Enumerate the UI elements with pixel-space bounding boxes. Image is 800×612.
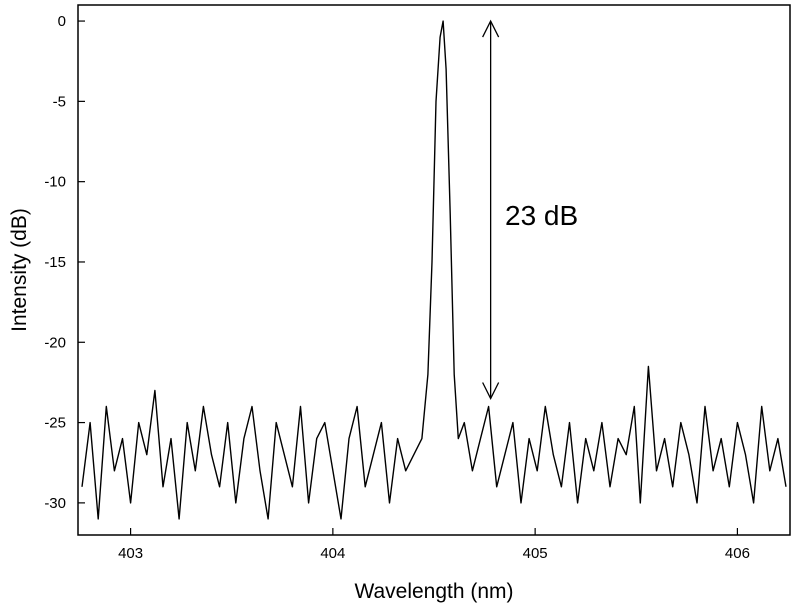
y-tick-label: -25 — [44, 415, 66, 432]
annotation-arrow — [482, 19, 500, 400]
y-tick-label: -15 — [44, 254, 66, 271]
annotation-label: 23 dB — [505, 200, 578, 231]
y-tick-label: -10 — [44, 174, 66, 191]
y-axis-title: Intensity (dB) — [8, 208, 31, 332]
x-tick-label: 405 — [523, 545, 548, 562]
y-tick-label: -20 — [44, 334, 66, 351]
annotation-arrowhead-bottom — [482, 382, 500, 400]
y-tick-label: -30 — [44, 495, 66, 512]
y-axis-ticks: 0 -5 -10 -15 -20 -25 -30 — [44, 13, 85, 512]
x-axis-title: Wavelength (nm) — [354, 580, 513, 603]
y-tick-label: 0 — [58, 13, 66, 30]
annotation-arrowhead-top — [482, 19, 500, 38]
plot-frame — [77, 4, 791, 536]
y-tick-label: -5 — [53, 93, 66, 110]
x-tick-label: 404 — [320, 545, 345, 562]
x-tick-label: 406 — [725, 545, 750, 562]
x-tick-label: 403 — [118, 545, 143, 562]
x-axis-ticks: 403 404 405 406 — [118, 528, 750, 562]
spectrum-line — [81, 20, 787, 520]
